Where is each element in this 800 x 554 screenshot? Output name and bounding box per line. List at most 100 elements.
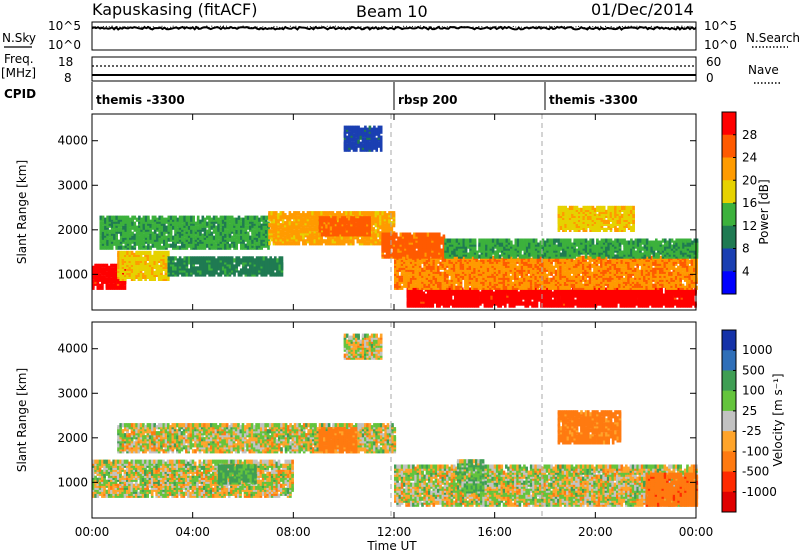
heatmap-cell [272, 211, 276, 216]
heatmap-cell [133, 233, 137, 238]
heatmap-cell [341, 226, 344, 231]
heatmap-cell [107, 265, 111, 270]
heatmap-cell [297, 215, 301, 220]
heatmap-cell [153, 264, 156, 269]
heatmap-cell [376, 211, 380, 216]
heatmap-cell [122, 229, 125, 234]
heatmap-cell [477, 279, 481, 284]
heatmap-cell [651, 295, 654, 300]
heatmap-cell [253, 215, 257, 220]
heatmap-cell [443, 285, 447, 290]
heatmap-cell [148, 276, 152, 281]
heatmap-cell [372, 239, 375, 244]
heatmap-cell [144, 215, 148, 220]
heatmap-cell [586, 261, 590, 266]
heatmap-cell [443, 271, 447, 276]
heatmap-cell [244, 256, 248, 261]
heatmap-cell [219, 231, 223, 236]
heatmap-cell [262, 215, 266, 220]
heatmap-cell [394, 259, 397, 264]
heatmap-cell [101, 225, 105, 230]
heatmap-cell [185, 268, 189, 273]
heatmap-cell [318, 226, 322, 231]
heatmap-cell [325, 230, 328, 235]
heatmap-cell [299, 235, 303, 240]
heatmap-cell [534, 275, 537, 280]
heatmap-cell [304, 227, 307, 232]
heatmap-cell [385, 213, 389, 218]
heatmap-cell [519, 289, 523, 294]
heatmap-cell [119, 266, 122, 271]
heatmap-cell [618, 275, 621, 280]
heatmap-cell [119, 227, 123, 232]
heatmap-cell [293, 229, 296, 234]
heatmap-cell [187, 225, 191, 230]
heatmap-cell [669, 295, 672, 300]
heatmap-cell [413, 287, 416, 292]
heatmap-cell [138, 235, 141, 240]
heatmap-cell [108, 229, 112, 234]
heatmap-cell [110, 215, 114, 220]
heatmap-cell [552, 275, 556, 280]
heatmap-cell [230, 235, 234, 240]
heatmap-cell [244, 225, 248, 230]
heatmap-cell [318, 216, 322, 221]
heatmap-cell [226, 229, 229, 234]
heatmap-cell [523, 281, 526, 286]
heatmap-cell [368, 216, 371, 221]
heatmap-cell [290, 221, 294, 226]
heatmap-cell [417, 291, 421, 296]
heatmap-cell [472, 303, 475, 308]
heatmap-cell [671, 299, 675, 304]
heatmap-cell [470, 303, 473, 308]
heatmap-cell [354, 218, 358, 223]
heatmap-cell [268, 235, 271, 240]
heatmap-cell [144, 260, 147, 265]
heatmap-cell [233, 217, 236, 222]
heatmap-cell [271, 272, 275, 277]
heatmap-cell [279, 241, 283, 246]
heatmap-cell [130, 256, 134, 261]
heatmap-cell [628, 301, 632, 306]
heatmap-cell [233, 237, 236, 242]
heatmap-cell [611, 265, 614, 270]
heatmap-cell [520, 269, 524, 274]
heatmap-cell [601, 297, 604, 302]
heatmap-cell [219, 227, 223, 232]
heatmap-cell [559, 269, 562, 274]
heatmap-cell [648, 291, 652, 296]
heatmap-cell [347, 239, 350, 244]
heatmap-cell [151, 215, 155, 220]
heatmap-cell [535, 303, 539, 308]
heatmap-cell [524, 297, 527, 302]
heatmap-cell [151, 219, 155, 224]
heatmap-cell [201, 227, 205, 232]
heatmap-cell [445, 303, 448, 308]
heatmap-cell [586, 279, 590, 284]
heatmap-cell [372, 211, 375, 216]
heatmap-cell [221, 225, 225, 230]
heatmap-cell [142, 250, 145, 255]
heatmap-cell [519, 299, 523, 304]
power-heatmap [92, 125, 699, 308]
heatmap-cell [210, 231, 214, 236]
heatmap-cell [217, 272, 220, 277]
heatmap-cell [293, 235, 296, 240]
nave-tick-top: 60 [706, 55, 721, 69]
heatmap-cell [240, 217, 243, 222]
heatmap-cell [167, 250, 170, 255]
heatmap-cell [160, 250, 163, 255]
heatmap-cell [268, 211, 271, 216]
heatmap-cell [199, 256, 202, 261]
heatmap-cell [190, 225, 193, 230]
heatmap-cell [203, 256, 207, 261]
heatmap-cell [417, 301, 421, 306]
heatmap-cell [210, 235, 214, 240]
heatmap-cell [627, 275, 630, 280]
heatmap-cell [135, 266, 138, 271]
heatmap-cell [388, 211, 391, 216]
heatmap-cell [352, 235, 355, 240]
heatmap-cell [425, 259, 429, 264]
heatmap-cell [124, 225, 128, 230]
heatmap-cell [372, 227, 375, 232]
